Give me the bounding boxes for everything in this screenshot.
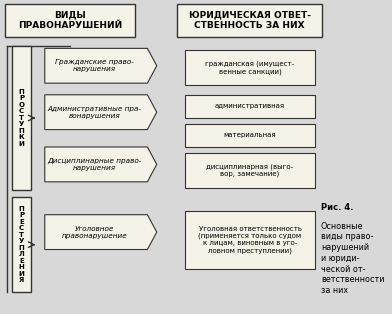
- Text: гражданская (имущест-
венные санкции): гражданская (имущест- венные санкции): [205, 61, 294, 75]
- Bar: [185, 153, 315, 188]
- Bar: [5, 4, 135, 37]
- Text: Административные пра-
вонарушения: Административные пра- вонарушения: [47, 106, 141, 119]
- Text: П
Р
О
С
Т
У
П
К
И: П Р О С Т У П К И: [18, 89, 24, 147]
- Polygon shape: [45, 147, 157, 182]
- Bar: [185, 95, 315, 118]
- Bar: [12, 197, 31, 292]
- Text: материальная: материальная: [224, 133, 276, 138]
- Bar: [185, 50, 315, 85]
- Text: дисциплинарная (выго-
вор, замечание): дисциплинарная (выго- вор, замечание): [207, 163, 294, 177]
- Text: Уголовное
правонарушение: Уголовное правонарушение: [62, 225, 127, 239]
- Polygon shape: [45, 215, 157, 250]
- Text: Уголовная ответственность
(применяется только судом
к лицам, виновным в уго-
лов: Уголовная ответственность (применяется т…: [198, 226, 301, 254]
- Text: административная: административная: [215, 103, 285, 109]
- Text: Дисциплинарные право-
нарушения: Дисциплинарные право- нарушения: [47, 158, 142, 171]
- Text: ВИДЫ
ПРАВОНАРУШЕНИЙ: ВИДЫ ПРАВОНАРУШЕНИЙ: [18, 10, 122, 30]
- Text: П
Р
Е
С
Т
У
П
Л
Е
Н
И
Я: П Р Е С Т У П Л Е Н И Я: [18, 206, 24, 284]
- Text: Гражданские право-
нарушения: Гражданские право- нарушения: [55, 59, 134, 72]
- Bar: [12, 46, 31, 190]
- Text: Основные
виды право-
нарушений
и юриди-
ческой от-
ветственности
за них: Основные виды право- нарушений и юриди- …: [321, 211, 385, 295]
- Bar: [185, 211, 315, 269]
- Text: Рис. 4.: Рис. 4.: [321, 203, 353, 212]
- Polygon shape: [45, 48, 157, 83]
- Bar: [185, 124, 315, 147]
- Bar: [177, 4, 322, 37]
- Text: ЮРИДИЧЕСКАЯ ОТВЕТ-
СТВЕННОСТЬ ЗА НИХ: ЮРИДИЧЕСКАЯ ОТВЕТ- СТВЕННОСТЬ ЗА НИХ: [189, 10, 310, 30]
- Polygon shape: [45, 95, 157, 130]
